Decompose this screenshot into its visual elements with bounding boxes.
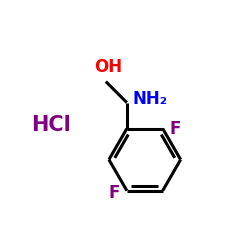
Text: HCl: HCl (31, 115, 71, 135)
Text: NH₂: NH₂ (132, 90, 167, 108)
Text: OH: OH (94, 58, 122, 76)
Text: F: F (108, 184, 120, 202)
Text: F: F (170, 120, 181, 138)
